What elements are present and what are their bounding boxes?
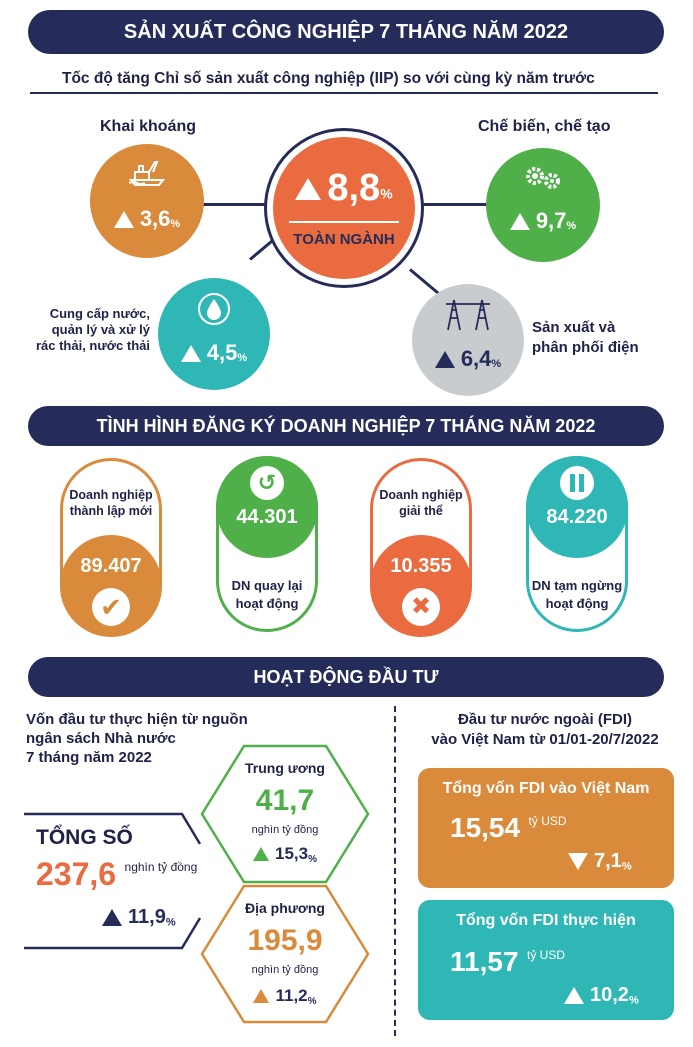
up-arrow-icon <box>253 989 270 1003</box>
cross-icon: ✖ <box>402 588 440 626</box>
fdi-registered-unit: tỷ USD <box>528 814 567 828</box>
total-value: 237,6 <box>36 856 117 892</box>
total-lines <box>24 812 202 950</box>
power-circle: 6,4% <box>412 284 524 396</box>
central-value: 41,7 <box>255 784 315 817</box>
connector-mining <box>200 203 270 206</box>
manufacturing-value: 9,7 <box>535 208 567 233</box>
suspended-enterprise-card: 84.220 DN tạm ngừng hoạt động <box>526 456 628 632</box>
total-label: TỔNG SỐ <box>36 826 133 849</box>
new-enterprise-value: 89.407 <box>80 555 142 577</box>
central-unit: nghìn tỷ đồng <box>251 824 319 836</box>
mining-value: 3,6 <box>139 206 171 231</box>
mining-label: Khai khoáng <box>100 118 197 135</box>
returned-enterprise-label: DN quay lại hoạt động <box>231 578 303 611</box>
investment-title: HOẠT ĐỘNG ĐẦU TƯ <box>28 657 664 697</box>
water-circle: 4,5% <box>158 278 270 390</box>
down-arrow-icon <box>568 853 588 870</box>
central-change: 15,3 <box>275 844 309 863</box>
fdi-title: Đầu tư nước ngoài (FDI) vào Việt Nam từ … <box>431 711 659 748</box>
local-change: 11,2 <box>275 986 308 1005</box>
page-title: SẢN XUẤT CÔNG NGHIỆP 7 THÁNG NĂM 2022 <box>28 10 664 54</box>
fdi-registered-value: 15,54 <box>450 812 521 843</box>
water-value: 4,5 <box>206 340 238 365</box>
return-arrow-icon: ↺ <box>250 466 284 500</box>
enterprise-title: TÌNH HÌNH ĐĂNG KÝ DOANH NGHIỆP 7 THÁNG N… <box>28 406 664 446</box>
fdi-realized-value: 11,57 <box>450 946 519 977</box>
suspended-enterprise-value: 84.220 <box>546 506 608 528</box>
total-change: 11,9 <box>128 906 166 928</box>
up-arrow-icon <box>564 987 584 1004</box>
up-arrow-icon <box>295 177 322 200</box>
fdi-realized-box: Tổng vốn FDI thực hiện 11,57 tỷ USD 10,2… <box>418 900 674 1020</box>
power-tower-icon <box>446 299 490 331</box>
central-hexagon <box>200 744 370 884</box>
fdi-registered-change: 7,1 <box>594 850 622 872</box>
budget-title: Vốn đầu tư thực hiện từ nguồn ngân sách … <box>26 711 248 766</box>
total-industry-value: 8,8 <box>327 167 381 209</box>
divider <box>289 221 399 223</box>
power-label: Sản xuất và phân phối điện <box>532 319 639 356</box>
pause-icon <box>560 466 594 500</box>
local-unit: nghìn tỷ đồng <box>251 964 319 976</box>
total-unit: nghìn tỷ đồng <box>124 860 198 874</box>
oil-rig-icon <box>128 161 166 186</box>
dissolved-enterprise-value: 10.355 <box>390 555 452 577</box>
total-industry-label: TOÀN NGÀNH <box>293 231 395 248</box>
connector-manufacturing <box>420 203 490 206</box>
new-enterprise-card: Doanh nghiệp thành lập mới 89.407 ✔ <box>60 458 162 637</box>
fdi-registered-box: Tổng vốn FDI vào Việt Nam 15,54 tỷ USD 7… <box>418 768 674 888</box>
manufacturing-circle: 9,7% <box>486 148 600 262</box>
up-arrow-icon <box>102 909 122 926</box>
fdi-registered-label: Tổng vốn FDI vào Việt Nam <box>442 780 650 797</box>
iip-subtitle: Tốc độ tăng Chỉ số sản xuất công nghiệp … <box>62 70 595 87</box>
up-arrow-icon <box>434 350 455 368</box>
local-value: 195,9 <box>247 924 323 957</box>
fdi-realized-label: Tổng vốn FDI thực hiện <box>456 912 636 929</box>
total-industry-ring: 8,8% TOÀN NGÀNH <box>264 128 424 288</box>
local-hexagon <box>200 884 370 1024</box>
returned-enterprise-card: ↺ 44.301 DN quay lại hoạt động <box>216 456 318 632</box>
dissolved-enterprise-card: Doanh nghiệp giải thể 10.355 ✖ <box>370 458 472 637</box>
suspended-enterprise-label: DN tạm ngừng hoạt động <box>531 578 623 611</box>
suspended-enterprise-circle: 84.220 <box>526 456 628 558</box>
check-icon: ✔ <box>92 588 130 626</box>
gears-icon <box>526 167 560 189</box>
subtitle-underline <box>30 92 658 94</box>
dissolved-enterprise-label: Doanh nghiệp giải thể <box>379 488 463 518</box>
up-arrow-icon <box>113 210 134 228</box>
power-value: 6,4 <box>460 346 492 371</box>
up-arrow-icon <box>253 847 269 861</box>
fdi-realized-unit: tỷ USD <box>526 948 565 962</box>
manufacturing-label: Chế biến, chế tạo <box>478 118 611 135</box>
mining-circle: 3,6% <box>90 144 204 258</box>
returned-enterprise-circle: ↺ 44.301 <box>216 456 318 558</box>
up-arrow-icon <box>509 212 530 230</box>
section-divider <box>394 706 396 1036</box>
up-arrow-icon <box>180 344 201 362</box>
local-label: Địa phương <box>245 900 325 916</box>
central-label: Trung ương <box>245 760 325 776</box>
returned-enterprise-value: 44.301 <box>236 506 298 528</box>
new-enterprise-label: Doanh nghiệp thành lập mới <box>69 488 153 518</box>
dissolved-enterprise-circle: 10.355 ✖ <box>370 535 472 637</box>
water-drop-icon <box>198 293 230 325</box>
water-label: Cung cấp nước, quản lý và xử lý rác thải… <box>35 306 150 353</box>
total-industry-circle: 8,8% TOÀN NGÀNH <box>273 137 415 279</box>
fdi-realized-change: 10,2 <box>590 984 629 1006</box>
new-enterprise-circle: 89.407 ✔ <box>60 535 162 637</box>
